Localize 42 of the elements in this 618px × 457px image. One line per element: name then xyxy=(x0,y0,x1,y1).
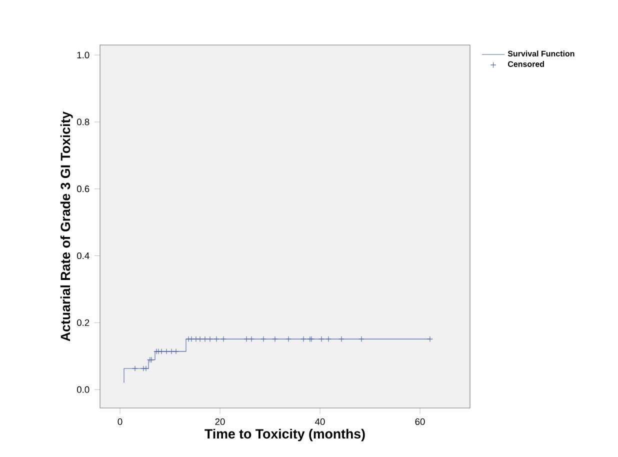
point xyxy=(214,336,220,342)
y-tick-label: 0.8 xyxy=(76,118,90,126)
y-tick-label: 0.0 xyxy=(76,386,90,393)
point xyxy=(202,336,208,342)
point xyxy=(156,348,162,354)
legend-label: Survival Function xyxy=(508,50,574,56)
point xyxy=(186,336,192,342)
point xyxy=(188,336,194,342)
point xyxy=(158,348,164,354)
x-tick-label: 60 xyxy=(415,418,425,425)
point xyxy=(286,336,292,342)
y-tick-label: 1.0 xyxy=(77,52,90,58)
x-axis-title: Time to Toxicity (months) xyxy=(204,428,365,442)
point xyxy=(338,336,344,342)
y-axis-title: Actuarial Rate of Grade 3 GI Toxicity xyxy=(60,111,73,342)
point xyxy=(220,336,226,342)
point xyxy=(193,336,199,342)
y-tick-label: 0.6 xyxy=(76,186,90,192)
y-tick-label: 0.4 xyxy=(76,252,90,260)
point xyxy=(197,336,203,342)
y-tick-label: 0.2 xyxy=(76,319,90,326)
point xyxy=(427,336,433,342)
legend-label: Censored xyxy=(508,61,544,67)
point xyxy=(326,336,332,342)
point xyxy=(168,348,174,354)
point xyxy=(132,366,138,372)
point xyxy=(244,336,250,342)
point xyxy=(248,336,254,342)
point xyxy=(260,336,266,342)
point xyxy=(300,336,306,342)
point xyxy=(154,348,160,354)
point xyxy=(143,366,149,372)
point xyxy=(173,348,179,354)
point xyxy=(207,336,213,342)
x-tick-label: 40 xyxy=(315,418,325,425)
point xyxy=(318,336,324,342)
point xyxy=(272,336,278,342)
point xyxy=(164,348,170,354)
x-tick-label: 0 xyxy=(118,418,122,425)
x-tick-label: 20 xyxy=(215,418,225,425)
point xyxy=(358,336,364,342)
point xyxy=(140,366,146,372)
